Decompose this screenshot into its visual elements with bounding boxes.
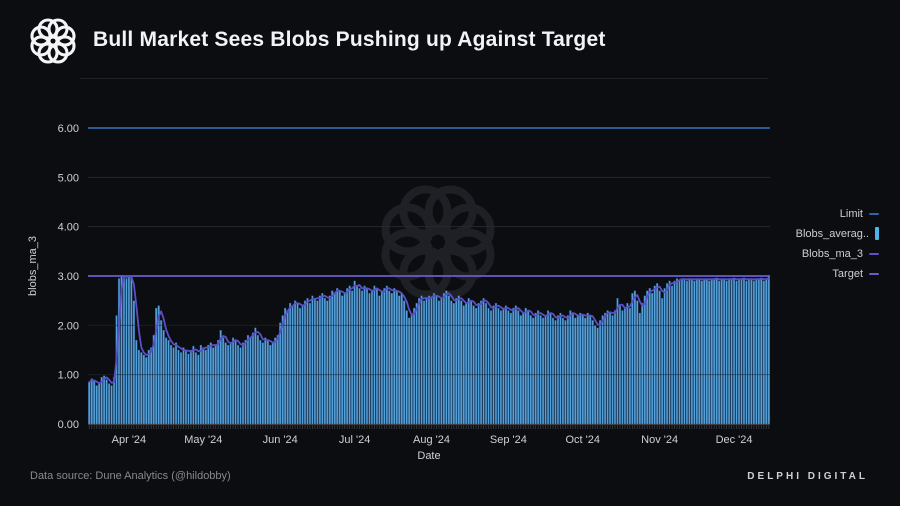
chart-legend: Limit Blobs_averag.. Blobs_ma_3 Target bbox=[796, 206, 879, 281]
x-axis-ticks bbox=[88, 425, 770, 429]
svg-text:Aug '24: Aug '24 bbox=[413, 434, 450, 446]
svg-text:Dec '24: Dec '24 bbox=[716, 434, 753, 446]
ma-line bbox=[88, 275, 770, 385]
svg-text:Sep '24: Sep '24 bbox=[490, 434, 527, 446]
watermark-icon bbox=[381, 185, 495, 299]
gridline-overlay bbox=[88, 324, 770, 376]
svg-text:6.00: 6.00 bbox=[58, 123, 79, 135]
svg-text:0.00: 0.00 bbox=[58, 419, 79, 431]
y-axis-labels: 0.00 1.00 2.00 3.00 4.00 5.00 6.00 bbox=[58, 123, 79, 431]
legend-item-limit[interactable]: Limit bbox=[840, 206, 879, 221]
legend-label: Limit bbox=[839, 207, 863, 220]
page-title: Bull Market Sees Blobs Pushing up Agains… bbox=[93, 28, 606, 51]
svg-text:4.00: 4.00 bbox=[58, 222, 79, 234]
legend-item-target[interactable]: Target bbox=[832, 266, 879, 281]
svg-text:Apr '24: Apr '24 bbox=[112, 434, 147, 446]
legend-label: Blobs_averag.. bbox=[795, 227, 869, 240]
svg-text:2.00: 2.00 bbox=[58, 320, 79, 332]
svg-text:5.00: 5.00 bbox=[58, 172, 79, 184]
legend-item-blobs-average[interactable]: Blobs_averag.. bbox=[796, 226, 879, 241]
svg-text:Jun '24: Jun '24 bbox=[263, 434, 298, 446]
legend-label: Target bbox=[832, 267, 863, 280]
y-axis-title: blobs_ma_3 bbox=[27, 236, 39, 296]
svg-text:Nov '24: Nov '24 bbox=[641, 434, 678, 446]
legend-label: Blobs_ma_3 bbox=[801, 247, 863, 260]
rosette-icon bbox=[30, 18, 76, 64]
data-source-text: Data source: Dune Analytics (@hildobby) bbox=[30, 470, 231, 482]
bar-swatch-icon bbox=[875, 227, 879, 240]
svg-text:Jul '24: Jul '24 bbox=[339, 434, 370, 446]
delphi-logo-icon bbox=[30, 18, 76, 64]
x-axis-labels: Apr '24 May '24 Jun '24 Jul '24 Aug '24 Sep '… bbox=[112, 434, 753, 446]
ma-dash-icon bbox=[869, 252, 879, 255]
title-divider bbox=[80, 78, 768, 79]
limit-dash-icon bbox=[869, 212, 879, 215]
svg-text:Oct '24: Oct '24 bbox=[566, 434, 601, 446]
blobs-chart: 0.00 1.00 2.00 3.00 4.00 5.00 6.00 Apr '24 May '… bbox=[27, 123, 770, 462]
svg-text:3.00: 3.00 bbox=[58, 271, 79, 283]
legend-item-blobs-ma-3[interactable]: Blobs_ma_3 bbox=[802, 246, 879, 261]
target-dash-icon bbox=[869, 272, 879, 275]
svg-text:1.00: 1.00 bbox=[58, 370, 79, 382]
x-axis-title: Date bbox=[417, 450, 440, 462]
svg-text:May '24: May '24 bbox=[184, 434, 222, 446]
brand-wordmark: DELPHI DIGITAL bbox=[747, 471, 868, 482]
